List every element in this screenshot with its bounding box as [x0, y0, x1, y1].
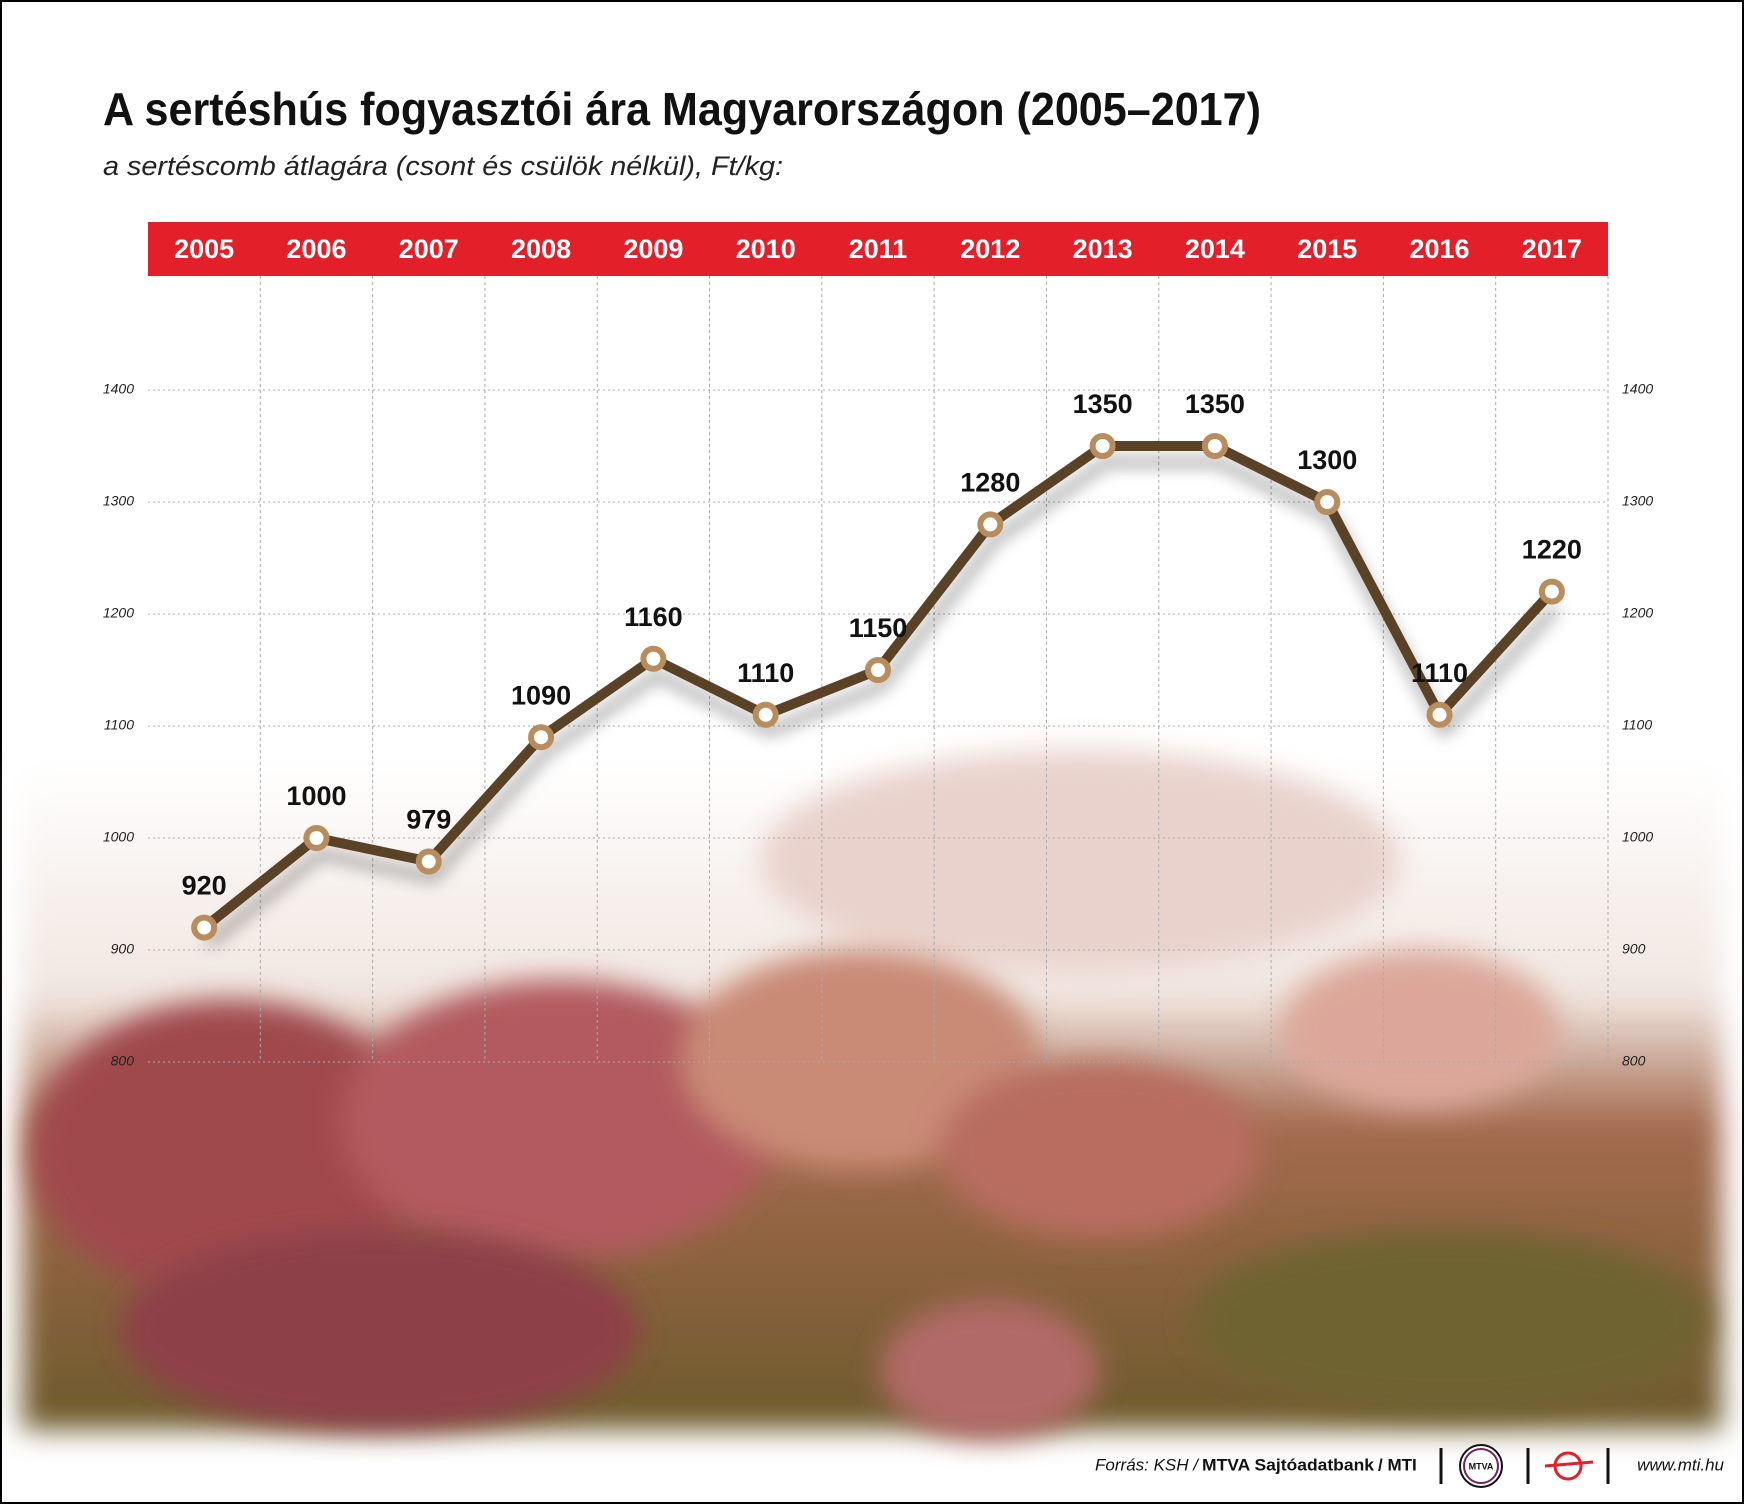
marker [865, 657, 891, 683]
chart-subtitle: a sertéscomb átlagára (csont és csülök n… [103, 151, 783, 181]
x-tick-label: 2009 [623, 234, 683, 264]
y-tick-label-right: 1400 [1622, 381, 1653, 397]
x-tick-label: 2012 [960, 234, 1020, 264]
mtva-logo [1459, 1444, 1503, 1488]
y-tick-label: 1300 [103, 493, 134, 509]
y-tick-label: 1200 [103, 605, 134, 621]
value-label: 920 [182, 871, 227, 901]
value-label: 1300 [1297, 445, 1357, 475]
x-tick-label: 2007 [399, 234, 459, 264]
value-label: 1150 [849, 613, 908, 643]
plot: 920 1000 979 1090 1160 1110 1150 1280 1350 1350 13… [182, 389, 1582, 941]
x-tick-label: 2015 [1297, 234, 1357, 264]
value-label: 1220 [1522, 535, 1582, 565]
value-label: 1350 [1185, 389, 1245, 419]
x-tick-label: 2008 [511, 234, 571, 264]
mti-logo-bar [1544, 1460, 1594, 1468]
value-label: 979 [406, 805, 451, 835]
x-tick-label: 2016 [1409, 234, 1469, 264]
x-tick-label: 2011 [849, 234, 908, 264]
value-label: 1160 [624, 602, 683, 632]
grid: 800 800 900 900 1000 1000 1100 1100 1200 1200 1300… [103, 276, 1653, 1069]
marker [303, 825, 330, 851]
footer-agency: / MTI [1378, 1455, 1417, 1474]
marker [1538, 578, 1565, 605]
footer-url: www.mti.hu [1637, 1455, 1724, 1474]
y-tick-label-right: 900 [1622, 941, 1646, 957]
footer: Forrás: KSH / MTVA Sajtóadatbank / MTI M… [1095, 1444, 1725, 1488]
mtva-logo-ring [1463, 1448, 1499, 1484]
x-tick-label: 2013 [1073, 234, 1133, 264]
marker [191, 914, 218, 941]
value-label: 1350 [1073, 389, 1133, 419]
footer-bank: MTVA Sajtóadatbank [1202, 1455, 1375, 1474]
x-tick-label: 2014 [1185, 234, 1245, 264]
y-tick-label-right: 800 [1622, 1053, 1646, 1069]
value-label: 1110 [737, 658, 794, 688]
x-tick-label: 2010 [736, 234, 796, 264]
marker [415, 848, 442, 875]
value-label: 1000 [286, 781, 346, 811]
marker [1314, 489, 1341, 515]
y-tick-label-right: 1000 [1622, 829, 1653, 845]
marker [977, 511, 1004, 538]
y-tick-label-right: 1100 [1622, 717, 1652, 733]
y-tick-label: 900 [111, 941, 135, 957]
marker [752, 701, 779, 728]
value-label: 1090 [511, 680, 571, 710]
y-tick-label: 1100 [104, 717, 134, 733]
chart-title: A sertéshús fogyasztói ára Magyarországo… [103, 83, 1261, 135]
y-tick-label: 800 [111, 1053, 135, 1069]
y-tick-label: 1400 [103, 381, 134, 397]
marker [1201, 433, 1228, 459]
mtva-logo-text: MTVA [1469, 1461, 1494, 1471]
marker [1089, 433, 1116, 459]
marker [528, 724, 555, 751]
footer-source: Forrás: KSH / [1095, 1455, 1200, 1474]
marker [1426, 701, 1453, 728]
x-tick-label: 2017 [1522, 234, 1582, 264]
value-label: 1280 [960, 468, 1020, 498]
value-label: 1110 [1411, 658, 1468, 688]
y-tick-label: 1000 [103, 829, 134, 845]
x-tick-label: 2005 [174, 234, 234, 264]
year-header [148, 222, 1608, 276]
marker [640, 645, 667, 672]
y-tick-label-right: 1200 [1622, 605, 1653, 621]
x-tick-label: 2006 [286, 234, 346, 264]
background-photo [22, 750, 1722, 1440]
y-tick-label-right: 1300 [1622, 493, 1653, 509]
